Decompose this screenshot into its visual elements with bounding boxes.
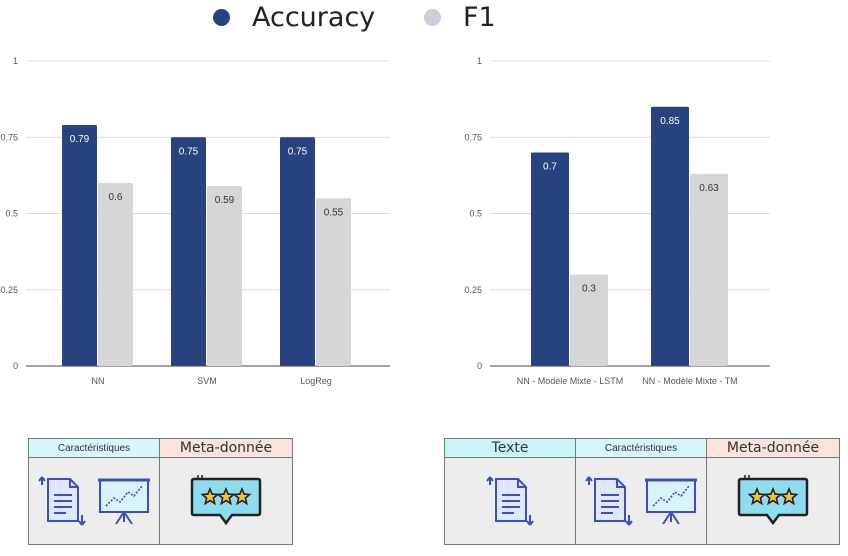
feature-box-title: Meta-donnée — [707, 439, 839, 458]
bar-accuracy — [280, 137, 315, 366]
x-tick-label: NN — [92, 376, 105, 386]
legend-item-accuracy: Accuracy — [213, 2, 375, 33]
data-label: 0.55 — [324, 207, 344, 218]
feature-box-body — [445, 458, 575, 544]
legend-item-f1: F1 — [424, 2, 496, 33]
feature-box: Caractéristiques — [576, 438, 707, 545]
y-tick-label: 0 — [477, 361, 482, 371]
bar-accuracy — [651, 106, 689, 366]
document-icon — [585, 475, 633, 527]
y-tick-label: 0.75 — [464, 132, 482, 142]
rating-stars-icon — [733, 473, 813, 529]
x-tick-label: NN - Modèle Mixte - LSTM — [517, 376, 624, 386]
feature-box-body — [29, 458, 159, 544]
document-icon — [38, 475, 86, 527]
presentation-chart-icon — [645, 476, 697, 526]
bar-accuracy — [62, 125, 97, 366]
bar-f1 — [316, 198, 351, 366]
x-tick-label: NN - Modèle Mixte - TM — [642, 376, 737, 386]
y-tick-label: 0.25 — [464, 285, 482, 295]
data-label: 0.63 — [699, 183, 719, 194]
legend: Accuracy F1 — [0, 0, 848, 40]
bar-f1 — [98, 183, 133, 366]
bar-accuracy — [171, 137, 206, 366]
data-label: 0.3 — [582, 284, 596, 295]
feature-box: Meta-donnée — [160, 438, 293, 545]
legend-swatch-f1 — [424, 9, 441, 26]
feature-panel-right: Texte Caractéristiques Meta-donnée — [444, 438, 840, 545]
bar-accuracy — [531, 152, 569, 366]
presentation-chart-icon — [98, 476, 150, 526]
bar-chart-right: 0 0.25 0.5 0.75 1 0.7 0.3 NN - Modèle Mixte - L… — [464, 56, 770, 386]
legend-label-f1: F1 — [463, 2, 496, 33]
feature-box-title: Texte — [445, 439, 575, 458]
data-label: 0.75 — [179, 146, 199, 157]
y-tick-label: 1 — [477, 56, 482, 66]
bar-f1 — [207, 186, 242, 366]
y-tick-label: 0 — [13, 361, 18, 371]
y-tick-label: 0.5 — [5, 209, 18, 219]
feature-box: Caractéristiques — [28, 438, 160, 545]
rating-stars-icon — [186, 473, 266, 529]
feature-panel-left: Caractéristiques Meta-donnée — [28, 438, 293, 545]
bar-f1 — [690, 173, 728, 366]
bar-chart-left: 0 0.25 0.5 0.75 1 0.79 0.6 NN 0.75 0.59 SVM 0.75 0.5… — [0, 56, 390, 386]
data-label: 0.59 — [215, 195, 235, 206]
feature-box-title: Meta-donnée — [160, 439, 292, 458]
y-tick-label: 0.75 — [0, 132, 18, 142]
legend-label-accuracy: Accuracy — [252, 2, 376, 33]
feature-box: Texte — [444, 438, 576, 545]
data-label: 0.7 — [543, 162, 557, 173]
data-label: 0.85 — [660, 116, 680, 127]
feature-box-title: Caractéristiques — [29, 439, 159, 458]
legend-swatch-accuracy — [213, 9, 230, 26]
y-tick-label: 0.25 — [0, 285, 18, 295]
y-tick-label: 1 — [13, 56, 18, 66]
data-label: 0.6 — [109, 192, 123, 203]
feature-box-body — [576, 458, 706, 544]
document-icon — [486, 475, 534, 527]
y-tick-label: 0.5 — [469, 209, 482, 219]
feature-box-title: Caractéristiques — [576, 439, 706, 458]
bar-f1 — [570, 274, 608, 366]
feature-box-body — [707, 458, 839, 544]
x-tick-label: SVM — [197, 376, 217, 386]
feature-box-body — [160, 458, 292, 544]
data-label: 0.75 — [288, 146, 308, 157]
x-tick-label: LogReg — [300, 376, 332, 386]
feature-box: Meta-donnée — [707, 438, 840, 545]
data-label: 0.79 — [70, 134, 90, 145]
